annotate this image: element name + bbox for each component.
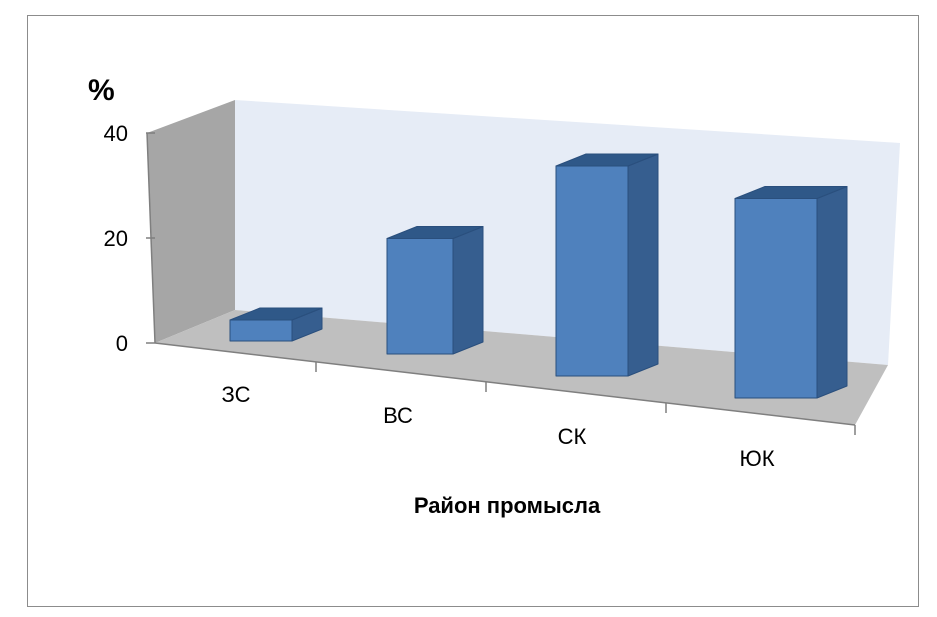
x-axis-title: Район промысла bbox=[414, 493, 601, 518]
bar-sk-side bbox=[627, 153, 659, 377]
x-axis-line bbox=[154, 342, 856, 426]
bar-yuk-side bbox=[816, 186, 848, 399]
bars-group bbox=[229, 153, 848, 399]
chart-floor bbox=[155, 310, 888, 425]
y-tick-label-0: 0 bbox=[116, 331, 128, 356]
y-tick-label-40: 40 bbox=[104, 121, 128, 146]
bar-vs bbox=[386, 238, 454, 355]
bar-vs-side bbox=[452, 226, 484, 355]
bar-yuk bbox=[734, 198, 818, 399]
bar-sk bbox=[555, 165, 629, 377]
x-category-label-yuk: ЮК bbox=[739, 446, 774, 471]
y-tick-label-20: 20 bbox=[104, 226, 128, 251]
y-unit-label: % bbox=[88, 74, 115, 107]
x-category-label-vs: ВС bbox=[383, 403, 413, 428]
x-category-label-zs: ЗС bbox=[222, 382, 251, 407]
chart-side-wall bbox=[147, 100, 235, 343]
bar-zs bbox=[229, 319, 293, 342]
x-category-label-sk: СК bbox=[558, 424, 587, 449]
